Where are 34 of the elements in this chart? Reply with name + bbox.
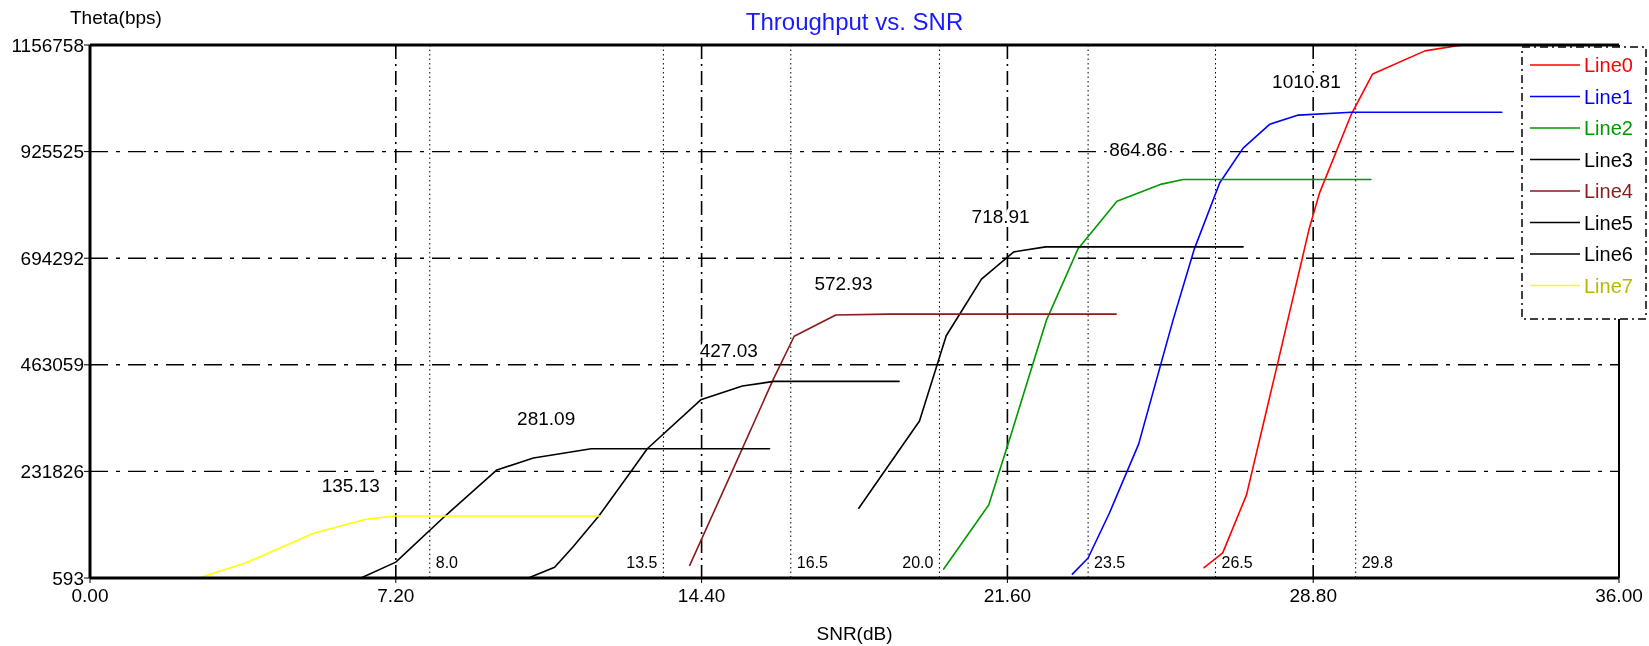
legend-label: Line2 (1584, 117, 1633, 139)
ref-line-label: 20.0 (902, 554, 934, 571)
ref-line-label: 23.5 (1094, 554, 1126, 571)
y-axis-title: Theta(bps) (70, 7, 162, 28)
annotation: 718.91 (971, 205, 1030, 227)
ref-line-label: 29.8 (1361, 554, 1393, 571)
legend-label: Line3 (1584, 148, 1633, 171)
chart-title: Throughput vs. SNR (745, 8, 964, 35)
legend-label: Line5 (1584, 211, 1633, 234)
x-tick-label: 28.80 (1289, 585, 1337, 606)
y-tick-label: 1156758 (11, 34, 84, 56)
annotation: 1010.81 (1272, 71, 1341, 93)
ref-line-label: 13.5 (626, 554, 658, 571)
y-tick-label: 694292 (20, 247, 84, 269)
legend-label: Line0 (1584, 54, 1633, 76)
y-tick-label: 463059 (20, 354, 84, 376)
x-tick-label: 21.60 (983, 585, 1032, 606)
annotation: 281.09 (517, 407, 576, 429)
legend-label: Line1 (1584, 85, 1633, 108)
legend-label: Line7 (1584, 274, 1633, 297)
legend-label: Line6 (1584, 243, 1633, 265)
annotation: 427.03 (699, 340, 758, 362)
x-tick-label: 36.00 (1595, 585, 1643, 606)
y-tick-label: 925525 (20, 141, 84, 163)
x-tick-label: 14.40 (677, 585, 726, 606)
x-axis-title: SNR(dB) (816, 623, 893, 644)
annotation: 135.13 (321, 474, 380, 496)
annotation: 572.93 (814, 273, 873, 295)
y-tick-label: 231826 (20, 461, 84, 483)
ref-line-label: 16.5 (796, 554, 829, 571)
ref-line-label: 8.0 (435, 554, 459, 571)
legend-label: Line4 (1584, 180, 1633, 202)
x-tick-label: 7.20 (377, 585, 415, 606)
ref-line-label: 26.5 (1221, 554, 1253, 571)
